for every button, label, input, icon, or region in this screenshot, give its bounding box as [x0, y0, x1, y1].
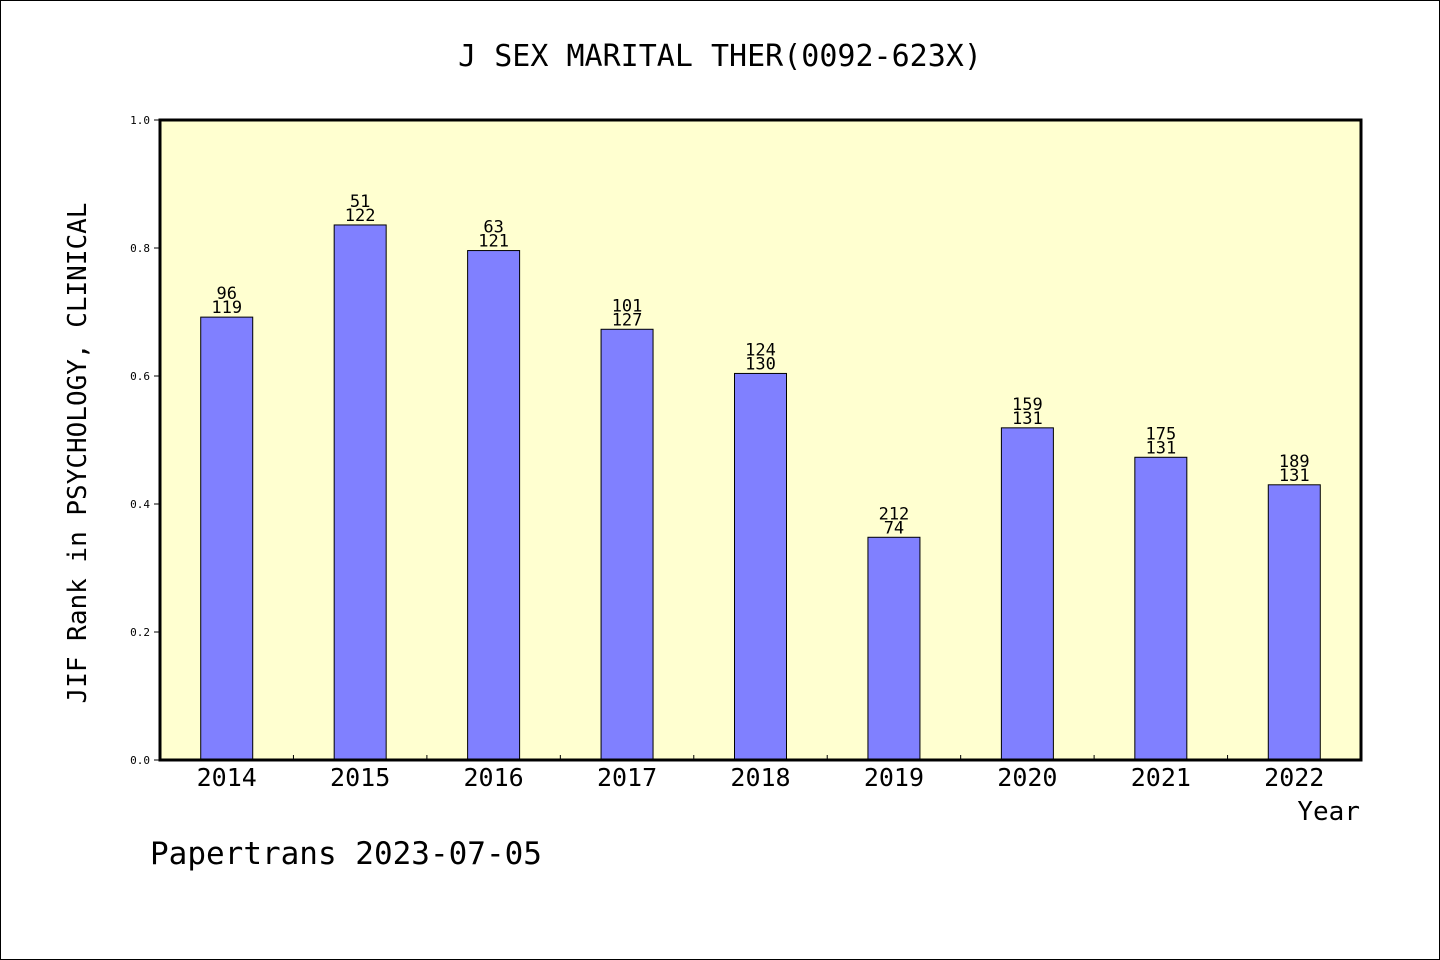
bar-total-label: 121 [478, 232, 509, 252]
bar-2022 [1267, 484, 1321, 761]
bar-2016 [467, 250, 521, 761]
x-tick-label: 2017 [597, 763, 657, 792]
bar-total-label: 130 [745, 354, 776, 374]
bar-2020 [1000, 427, 1054, 761]
chart-title: J SEX MARITAL THER(0092-623X) [458, 39, 982, 74]
y-tick-label: 0.8 [130, 242, 150, 255]
bar-rank-label: 101 [612, 296, 643, 316]
bar-rank-label: 212 [879, 504, 910, 524]
y-tick-label: 1.0 [130, 114, 150, 127]
bar-total-label: 127 [612, 310, 643, 330]
bar-total-label: 122 [345, 206, 376, 226]
y-tick-label: 0.2 [130, 626, 150, 639]
bar-rank-label: 189 [1279, 452, 1310, 472]
bar-total-label: 119 [211, 298, 242, 318]
x-tick-label: 2020 [997, 763, 1057, 792]
x-tick-label: 2014 [197, 763, 257, 792]
x-tick-label: 2021 [1131, 763, 1191, 792]
x-axis: 2014 2015 2016 2017 2018 2019 2020 2021 2022 [197, 755, 1324, 792]
y-tick-label: 0.6 [130, 370, 150, 383]
footer-credit: Papertrans 2023-07-05 [150, 836, 542, 872]
bar-2017 [600, 328, 654, 761]
plot-border [158, 118, 1363, 762]
x-tick-label: 2018 [730, 763, 790, 792]
bar-rank-label: 51 [350, 192, 370, 212]
bar-rank-label: 124 [745, 340, 776, 360]
x-tick-label: 2019 [864, 763, 924, 792]
bars-group [200, 224, 1321, 761]
bar-total-label: 74 [884, 518, 904, 538]
bar-2019 [867, 536, 921, 761]
bar-labels-group: 9611951122631211011271241302127415913117… [211, 192, 1309, 538]
bar-rank-label: 159 [1012, 395, 1043, 415]
bar-rank-label: 175 [1145, 424, 1176, 444]
bar-total-label: 131 [1012, 409, 1043, 429]
x-tick-label: 2022 [1264, 763, 1324, 792]
bar-total-label: 131 [1145, 438, 1176, 458]
bar-total-label: 131 [1279, 466, 1310, 486]
bar-2014 [200, 316, 254, 761]
y-axis-label: JIF Rank in PSYCHOLOGY, CLINICAL [63, 203, 93, 704]
x-axis-label: Year [1297, 797, 1360, 827]
y-axis: 0.0 0.2 0.4 0.6 0.8 1.0 [130, 114, 160, 767]
bar-2018 [734, 372, 787, 761]
bar-2015 [333, 224, 387, 761]
y-tick-label: 0.4 [130, 498, 150, 511]
bar-rank-label: 63 [483, 218, 503, 238]
y-tick-label: 0.0 [130, 754, 150, 767]
x-tick-label: 2016 [464, 763, 524, 792]
bar-rank-label: 96 [216, 284, 236, 304]
bar-2021 [1134, 456, 1188, 761]
x-tick-label: 2015 [330, 763, 390, 792]
